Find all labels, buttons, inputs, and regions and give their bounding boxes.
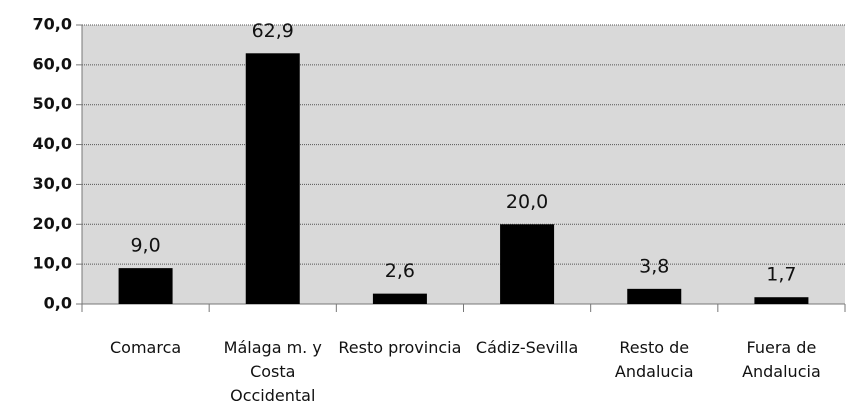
data-label: 2,6 [385, 260, 415, 282]
bar [372, 293, 427, 304]
bar [627, 288, 682, 304]
plot-background [82, 25, 845, 304]
x-tick-label: Resto provincia [338, 338, 462, 357]
x-tick-label: Fuera de Andalucia [742, 338, 821, 381]
y-tick-label: 10,0 [33, 254, 72, 273]
y-tick-label: 0,0 [44, 294, 72, 313]
x-tick-label: Málaga m. y Costa Occidental [223, 338, 322, 405]
bar [500, 224, 555, 304]
data-label: 20,0 [506, 191, 548, 213]
data-label: 3,8 [639, 255, 669, 277]
bar [245, 53, 300, 305]
data-label: 1,7 [766, 264, 796, 286]
y-tick-label: 60,0 [33, 54, 72, 73]
bar [754, 297, 809, 304]
x-tick-label: Resto de Andalucia [614, 338, 694, 381]
y-tick-label: 40,0 [33, 134, 72, 153]
y-tick-label: 20,0 [33, 214, 72, 233]
bar [118, 268, 173, 304]
x-tick-label: Comarca [109, 338, 182, 357]
x-tick-label: Cádiz-Sevilla [475, 338, 579, 357]
y-tick-label: 50,0 [33, 94, 72, 113]
data-label: 62,9 [252, 20, 294, 42]
data-label: 9,0 [130, 235, 160, 257]
y-tick-label: 30,0 [33, 174, 72, 193]
y-tick-label: 70,0 [33, 15, 72, 34]
